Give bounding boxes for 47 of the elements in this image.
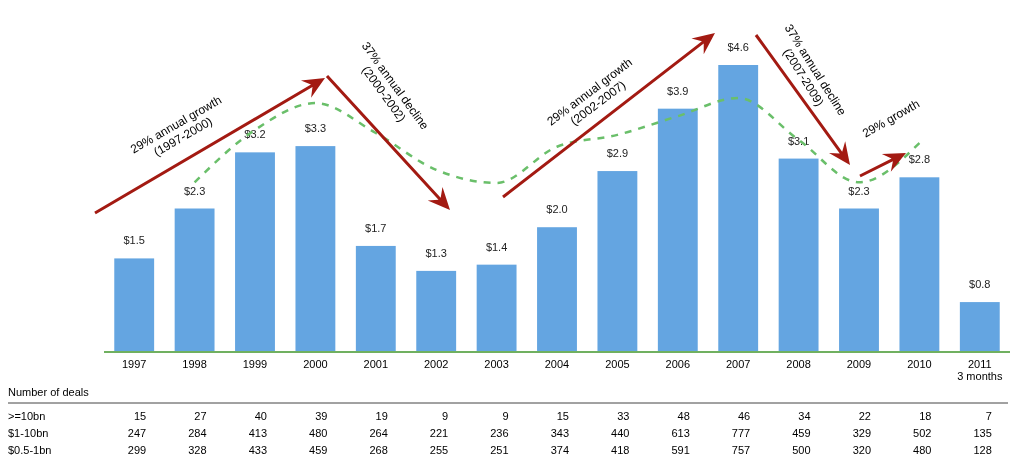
x-tick-label: 2007: [725, 358, 751, 370]
data-label: $1.3: [425, 246, 447, 259]
x-tick-label: 2000: [303, 358, 328, 370]
data-label: $2.9: [606, 147, 629, 160]
bar: [839, 208, 879, 352]
data-label: $3.1: [787, 134, 810, 147]
x-tick-label: 1998: [182, 358, 207, 370]
text: Number of deals: [8, 386, 90, 398]
x-tick-label: 2002: [423, 358, 449, 370]
x-tick-label: 1997: [121, 358, 147, 370]
text: >=10bn 15 27 40 39 19 9 9 15 33 48 46 34 22 18 7: [8, 410, 992, 422]
bar: [355, 245, 396, 352]
bar: [174, 208, 215, 352]
x-tick-label: 2005: [605, 358, 630, 370]
x-tick-label: 2010: [907, 358, 932, 370]
data-label: $2.3: [848, 184, 870, 197]
bar: [476, 264, 517, 352]
bar: [295, 146, 336, 352]
bar: [597, 171, 638, 352]
bar: [718, 65, 759, 352]
data-label: $3.9: [667, 84, 689, 97]
bar: [537, 227, 577, 352]
bar: [416, 270, 457, 352]
x-tick-label: 2004: [544, 358, 570, 370]
bar: [657, 108, 698, 352]
data-label: $0.8: [969, 278, 991, 291]
data-label: $1.7: [365, 221, 387, 234]
x-tick-label: 2006: [665, 358, 691, 370]
data-label: $3.3: [304, 122, 327, 135]
data-label: $4.6: [727, 41, 749, 53]
bar: [114, 258, 155, 352]
data-label: $1.5: [123, 234, 145, 247]
x-tick-label: 2009: [846, 358, 872, 370]
data-label: $2.0: [546, 203, 568, 216]
data-label: $2.8: [908, 153, 931, 166]
x-tick-label: 2003: [484, 358, 509, 370]
data-label: $1.4: [485, 240, 508, 253]
x-tick-label: 2011 3 months: [957, 358, 1003, 382]
text: $1-10bn 247 284 413 480 264 221 236 343 440 613 777 459 329 502 135: [8, 427, 992, 439]
data-label: $2.3: [183, 184, 206, 197]
bar: [959, 302, 1000, 352]
bar: [899, 177, 940, 352]
x-tick-label: 2008: [786, 358, 811, 370]
x-tick-label: 2001: [363, 358, 389, 370]
bar: [235, 152, 275, 352]
text: $0.5-1bn 299 328 433 459 268 255 251 374 418 591 757 500 320 480 128: [8, 444, 992, 456]
x-tick-label: 1999: [242, 358, 268, 370]
